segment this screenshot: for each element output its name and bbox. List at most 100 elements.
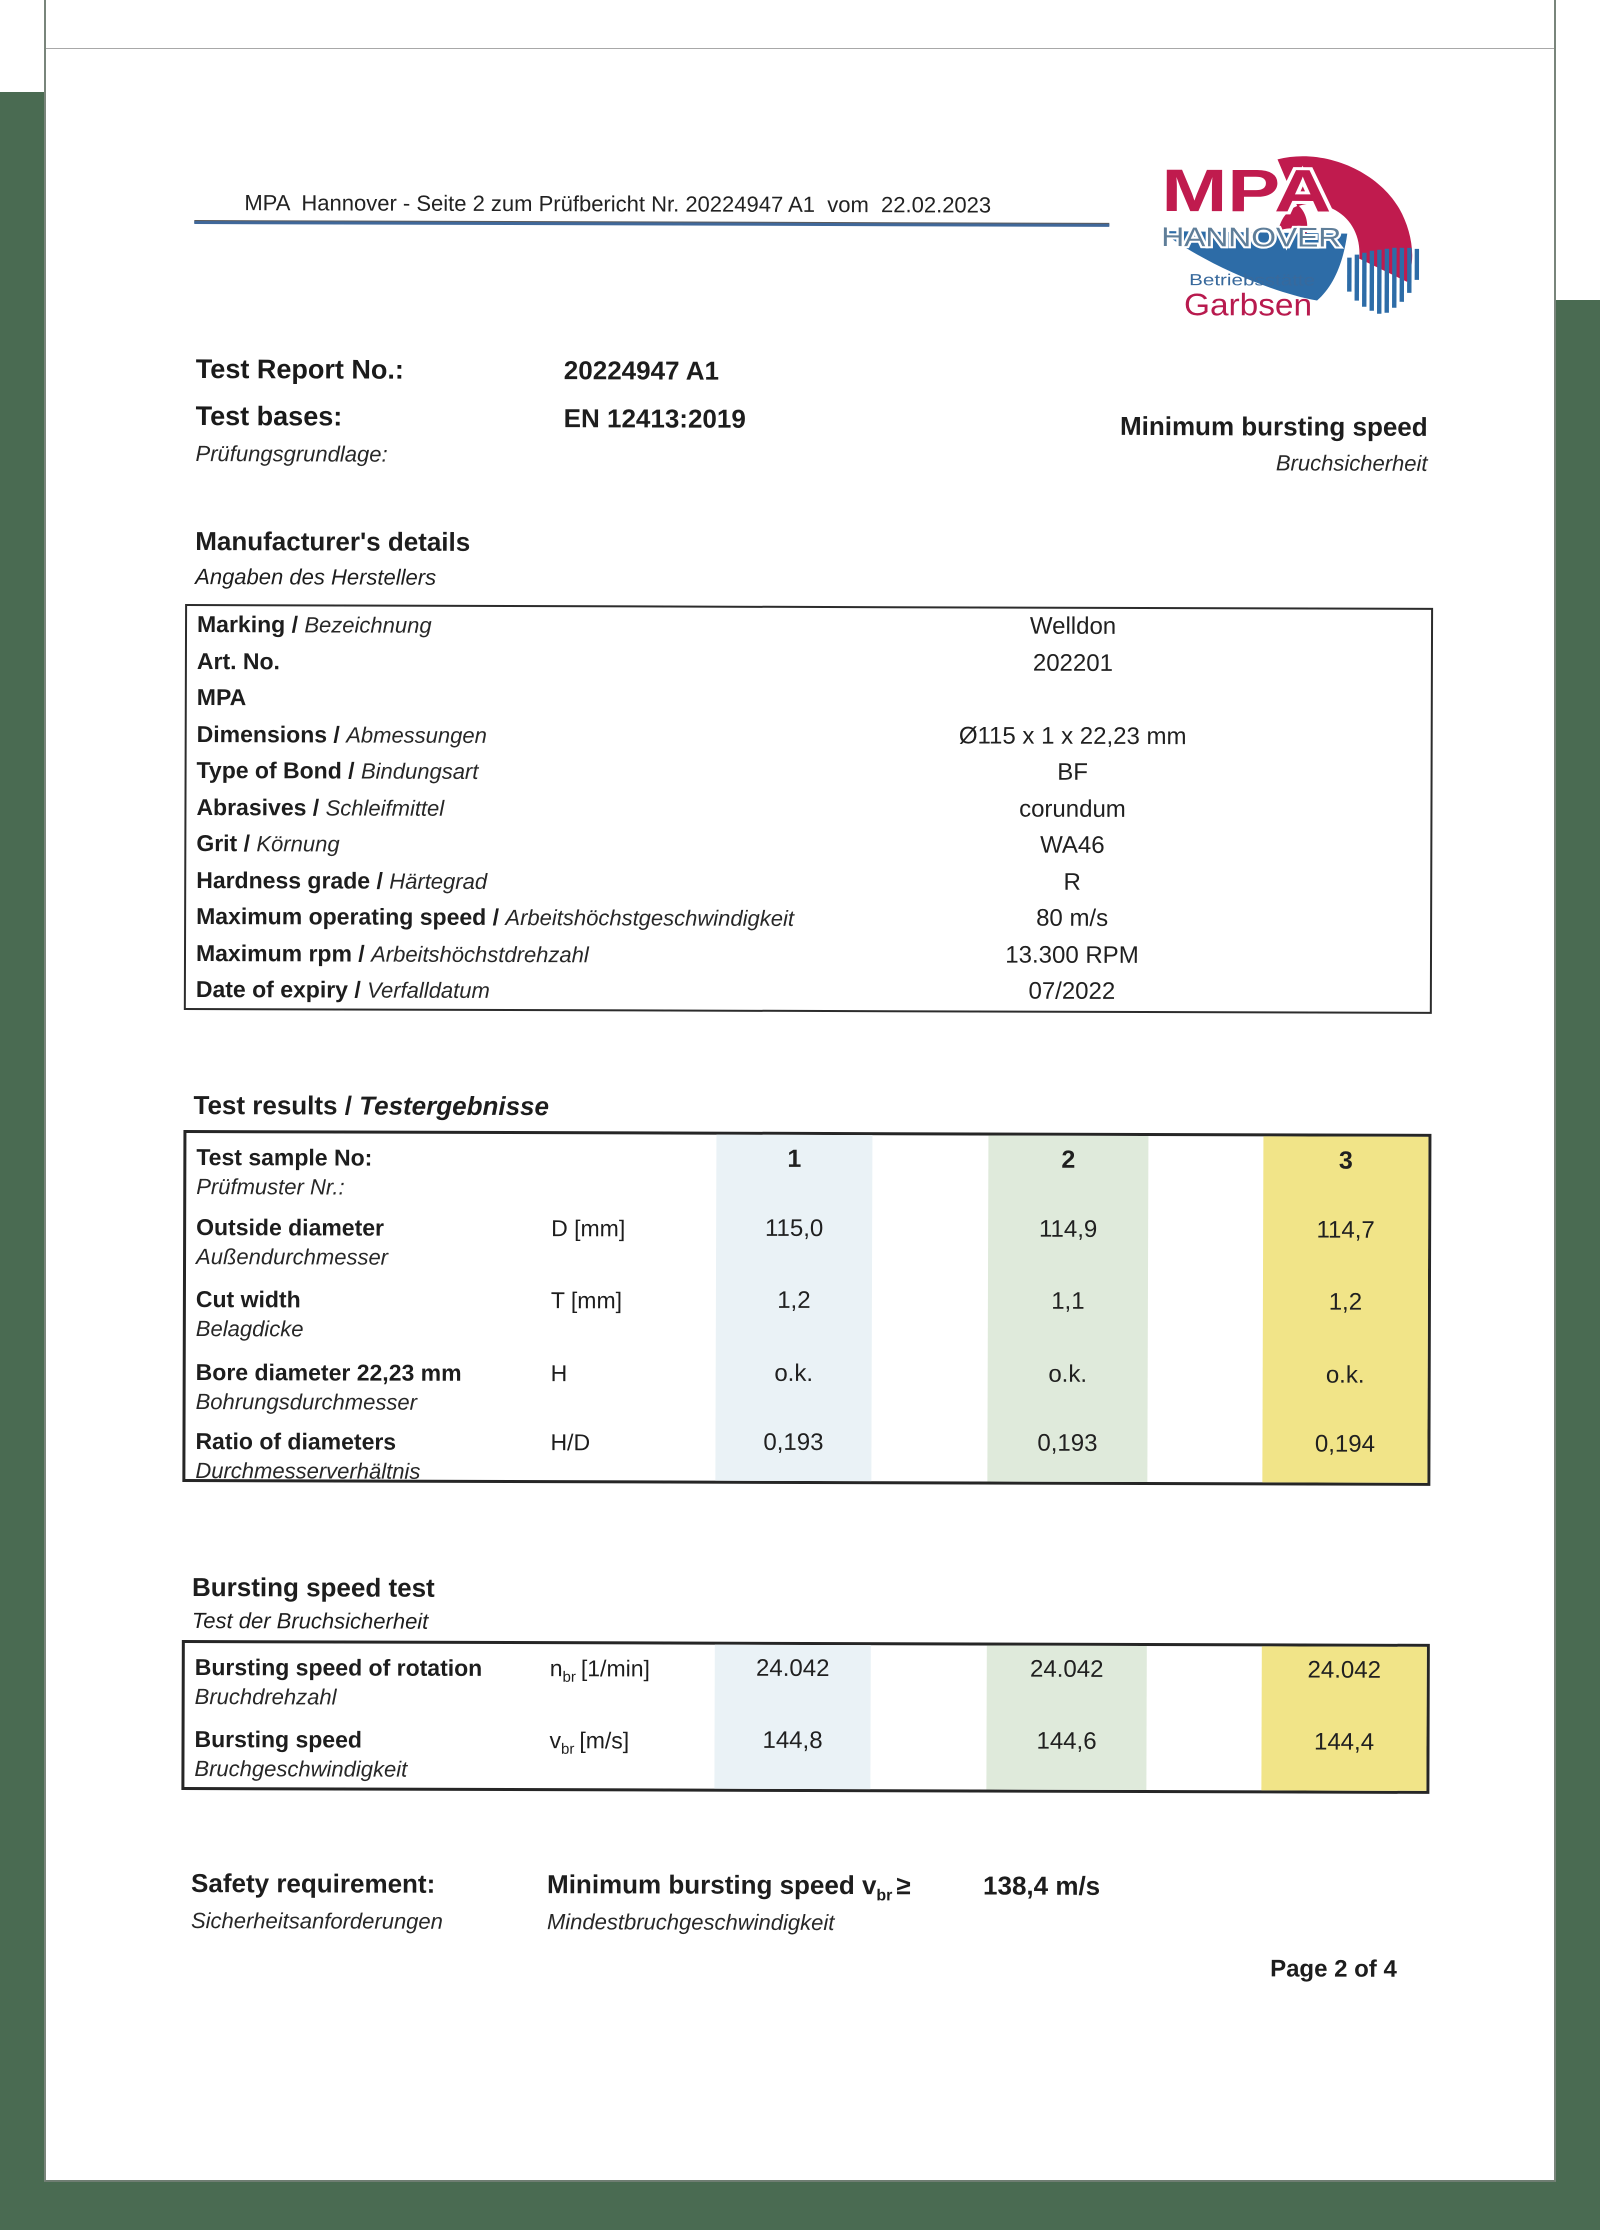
sample2-value: 1,1 [1051,1287,1085,1315]
logo-fan-stripes [1347,247,1420,314]
row-label-de: Bezeichnung [304,612,432,638]
row-symbol: nbr [1/min] [550,1655,650,1686]
row-label-sep: / [347,976,368,1003]
symbol-unit: [1/min] [580,1655,650,1682]
test-results-table: Test sample No: Prüfmuster Nr.: 1 2 3 Ou… [182,1129,1432,1489]
row-label-de: Härtegrad [389,868,488,894]
row-label-en: Maximum rpm [195,939,352,967]
report-no-value: 20224947 A1 [563,355,720,386]
symbol-subscript: br [562,1668,576,1686]
row-label-en: Abrasives [196,793,307,820]
row-label-de: Außendurchmesser [196,1244,389,1270]
safety-req-subscript: br [876,1887,893,1905]
row-label-de: Verfalldatum [367,977,490,1003]
sample2-value: 144,6 [1036,1727,1097,1755]
sample1-value: 115,0 [764,1214,824,1243]
scan-corner-right [1556,0,1600,300]
header-label-de: Prüfmuster Nr.: [196,1174,345,1200]
sample1-value: 24.042 [756,1654,830,1683]
table-row: Art. No. 202201 [187,643,1431,683]
row-value: Welldon [1029,612,1117,640]
row-label-sep: / [486,903,506,931]
row-symbol: H/D [550,1429,591,1456]
safety-requirement-label-de: Sicherheitsanforderungen [190,1908,443,1934]
sample3-value: 1,2 [1328,1288,1363,1316]
logo-city-text: HANNOVER [1161,222,1341,253]
masthead-line: MPA Hannover - Seite 2 zum Prüfbericht N… [244,190,992,218]
row-label-en: Maximum operating speed [196,903,487,930]
sample3-value: 0,194 [1314,1430,1376,1458]
safety-requirement-text-de: Mindestbruchgeschwindigkeit [546,1909,835,1936]
table-row: Grit / Körnung WA46 [186,825,1430,865]
row-label-de: Bruchgeschwindigkeit [194,1756,408,1782]
sample2-header: 2 [1061,1145,1076,1174]
row-label-de: Körnung [256,831,340,857]
row-symbol: D [mm] [551,1215,626,1242]
table-row: Cut width Belagdicke T [mm] 1,2 1,1 1,2 [186,1275,1428,1352]
mpa-hannover-logo: MPA HANNOVER Betriebsstätte Garbsen [1158,153,1420,344]
paper-top-edge [46,48,1554,49]
row-label-en: Type of Bond [196,757,342,784]
table-row: Bore diameter 22,23 mm Bohrungsdurchmess… [186,1348,1428,1421]
report-subject-en: Minimum bursting speed [1119,410,1428,442]
table-row: Ratio of diameters Durchmesserverhältnis… [185,1417,1427,1489]
logo-red-hook [1278,205,1308,236]
table-row: Abrasives / Schleifmittel corundum [186,789,1430,829]
symbol-base: v [549,1727,562,1754]
row-label-de: Bindungsart [360,758,479,784]
sample3-header: 3 [1338,1146,1353,1175]
test-results-title-sep: / [337,1090,360,1121]
row-value: 13.300 RPM [1005,941,1139,969]
page-number: Page 2 of 4 [1270,1955,1397,1983]
row-label-en: Marking [196,611,286,638]
table-row: Date of expiry / Verfalldatum 07/2022 [186,971,1430,1011]
row-label-sep: / [351,940,372,967]
logo-garbsen-text: Garbsen [1184,287,1312,322]
row-label-en: Hardness grade [196,866,371,894]
row-symbol: T [mm] [550,1287,623,1314]
bursting-speed-table: Bursting speed of rotation Bruchdrehzahl… [181,1639,1430,1794]
test-bases-label: Test bases: [195,401,343,432]
row-label-de: Bruchdrehzahl [194,1684,337,1710]
row-label-de: Bohrungsdurchmesser [195,1389,417,1415]
bursting-section-subtitle: Test der Bruchsicherheit [191,1608,429,1634]
sample1-value: 1,2 [777,1286,811,1314]
row-value: Ø115 x 1 x 22,23 mm [958,721,1187,750]
row-symbol: H [550,1360,568,1387]
manufacturer-section-subtitle: Angaben des Herstellers [195,564,437,590]
table-row: Hardness grade / Härtegrad R [186,862,1430,902]
report-no-label: Test Report No.: [195,354,404,385]
sample2-value: 24.042 [1030,1655,1104,1683]
test-results-title-de: Testergebnisse [359,1090,550,1122]
row-label-sep: / [237,830,257,857]
table-row: Bursting speed of rotation Bruchdrehzahl… [185,1643,1427,1719]
table-row: MPA [187,679,1431,719]
logo-blue-swoosh [1161,231,1348,301]
test-results-title-en: Test results [193,1090,338,1121]
table-row: Outside diameter Außendurchmesser D [mm]… [186,1203,1428,1279]
sample3-value: 24.042 [1307,1656,1382,1684]
safety-requirement-text: Minimum bursting speed vbr ≥ [547,1869,911,1905]
row-label-sep: / [341,757,362,784]
row-label-de: Arbeitshöchstdrehzahl [371,941,589,967]
table-row: Maximum operating speed / Arbeitshöchstg… [186,898,1430,938]
manufacturer-table: Marking / Bezeichnung Welldon Art. No. 2… [183,603,1434,1014]
table-row: Dimensions / Abmessungen Ø115 x 1 x 22,2… [187,716,1431,756]
test-bases-value: EN 12413:2019 [563,403,746,434]
sample3-value: o.k. [1325,1361,1365,1389]
logo-betriebsstaette-text: Betriebsstätte [1189,272,1315,289]
row-label-sep: / [306,793,326,820]
report-subject-de: Bruchsicherheit [1275,450,1428,476]
row-label-en: Grit [196,830,238,857]
scan-corner-left [0,0,44,92]
symbol-base: n [549,1655,563,1682]
row-label-de: Durchmesserverhältnis [195,1458,421,1484]
row-label-sep: / [327,720,347,748]
sample2-value: 0,193 [1037,1429,1098,1457]
table-header-row: Test sample No: Prüfmuster Nr.: 1 2 3 [186,1133,1428,1207]
logo-graphic: MPA HANNOVER Betriebsstätte Garbsen [1158,154,1420,323]
bursting-section-title: Bursting speed test [191,1572,435,1603]
table-row: Type of Bond / Bindungsart BF [187,752,1431,792]
symbol-unit: [m/s] [579,1727,630,1754]
logo-brand-text: MPA [1161,157,1331,225]
